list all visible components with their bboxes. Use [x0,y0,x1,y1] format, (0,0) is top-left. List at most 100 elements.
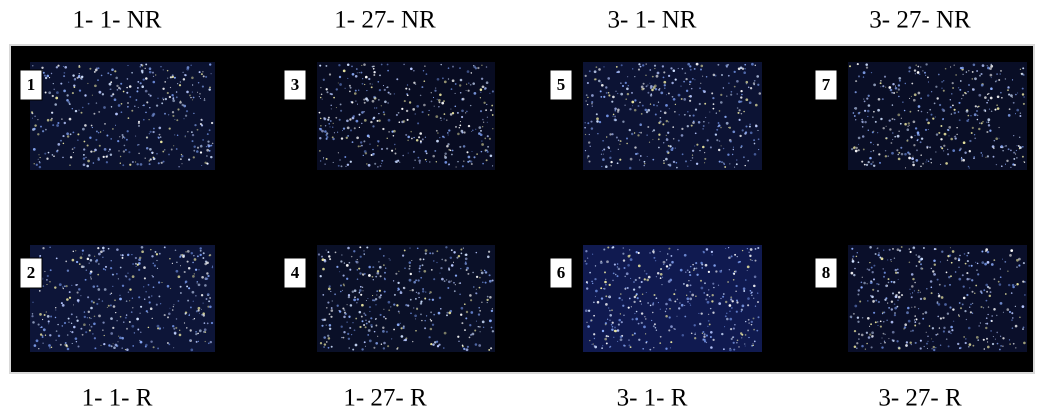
spot [663,71,665,73]
spot [601,166,602,167]
spot [419,258,421,260]
spot [976,110,978,112]
spot [873,144,874,145]
spot [926,159,927,160]
spot [878,98,881,101]
spot [371,86,373,88]
spot [78,110,79,111]
spot [638,265,641,268]
spot [585,260,586,261]
spot [951,329,953,331]
spot [122,285,124,287]
spot [927,77,929,79]
spot [626,138,628,140]
spot [199,247,201,249]
spot [178,275,181,278]
spot [624,276,626,278]
spot [880,82,882,84]
spot [740,66,743,69]
spot [360,294,362,296]
spot [192,275,195,278]
spot [716,113,717,114]
spot [179,101,182,104]
spot [69,291,71,293]
spot [1019,115,1021,117]
spot [744,68,745,69]
spot [702,146,705,149]
spot [1023,262,1025,264]
spot [120,254,121,255]
spot [887,259,888,260]
spot [608,92,610,94]
spot [419,162,421,164]
spot [212,143,214,145]
spot [492,128,493,129]
spot [448,163,450,165]
spot [587,82,589,84]
spot [862,135,865,138]
spot [349,91,351,93]
spot [616,136,618,138]
spot [706,294,708,296]
spot [592,283,593,284]
spot [653,325,655,327]
spot [958,111,960,113]
spot [39,256,41,258]
spot [138,296,140,298]
spot [411,138,413,140]
spot [758,316,760,318]
spot [369,321,370,322]
spot [602,140,604,142]
spot [171,149,173,151]
spot [413,152,414,153]
spot [733,349,735,351]
spot [339,119,341,121]
spot [945,162,948,165]
spot [408,268,410,270]
spot [475,129,476,130]
spot [126,328,128,330]
spot [346,264,349,267]
spot [677,249,678,250]
spot [190,329,192,331]
spot [415,298,417,300]
spot [707,301,710,304]
spot [349,347,350,348]
spot [1000,276,1002,278]
spot [481,78,483,80]
spot [987,314,988,315]
spot [96,259,98,261]
spot [990,291,992,293]
spot [111,293,112,294]
spot [489,138,491,140]
spot [867,268,868,269]
spot [148,296,150,298]
spot [1008,284,1010,286]
spot [702,331,704,333]
spot [324,260,327,263]
spot [884,334,885,335]
spot [757,84,759,86]
spot [869,262,870,263]
spot [607,319,608,320]
spot [465,263,467,265]
spot [589,340,590,341]
spot [646,85,648,87]
spot [347,135,349,137]
spot [894,307,897,310]
spot [125,349,126,350]
spot [596,120,599,123]
spot [129,278,131,280]
spot [341,137,343,139]
spot [881,346,883,348]
spot [153,286,155,288]
spot [976,269,977,270]
spot [390,260,391,261]
spot [207,323,209,325]
spot [959,316,960,317]
spot [459,282,461,284]
spot [959,119,961,121]
spot [69,118,72,121]
spot [723,148,724,149]
spot [897,272,899,274]
